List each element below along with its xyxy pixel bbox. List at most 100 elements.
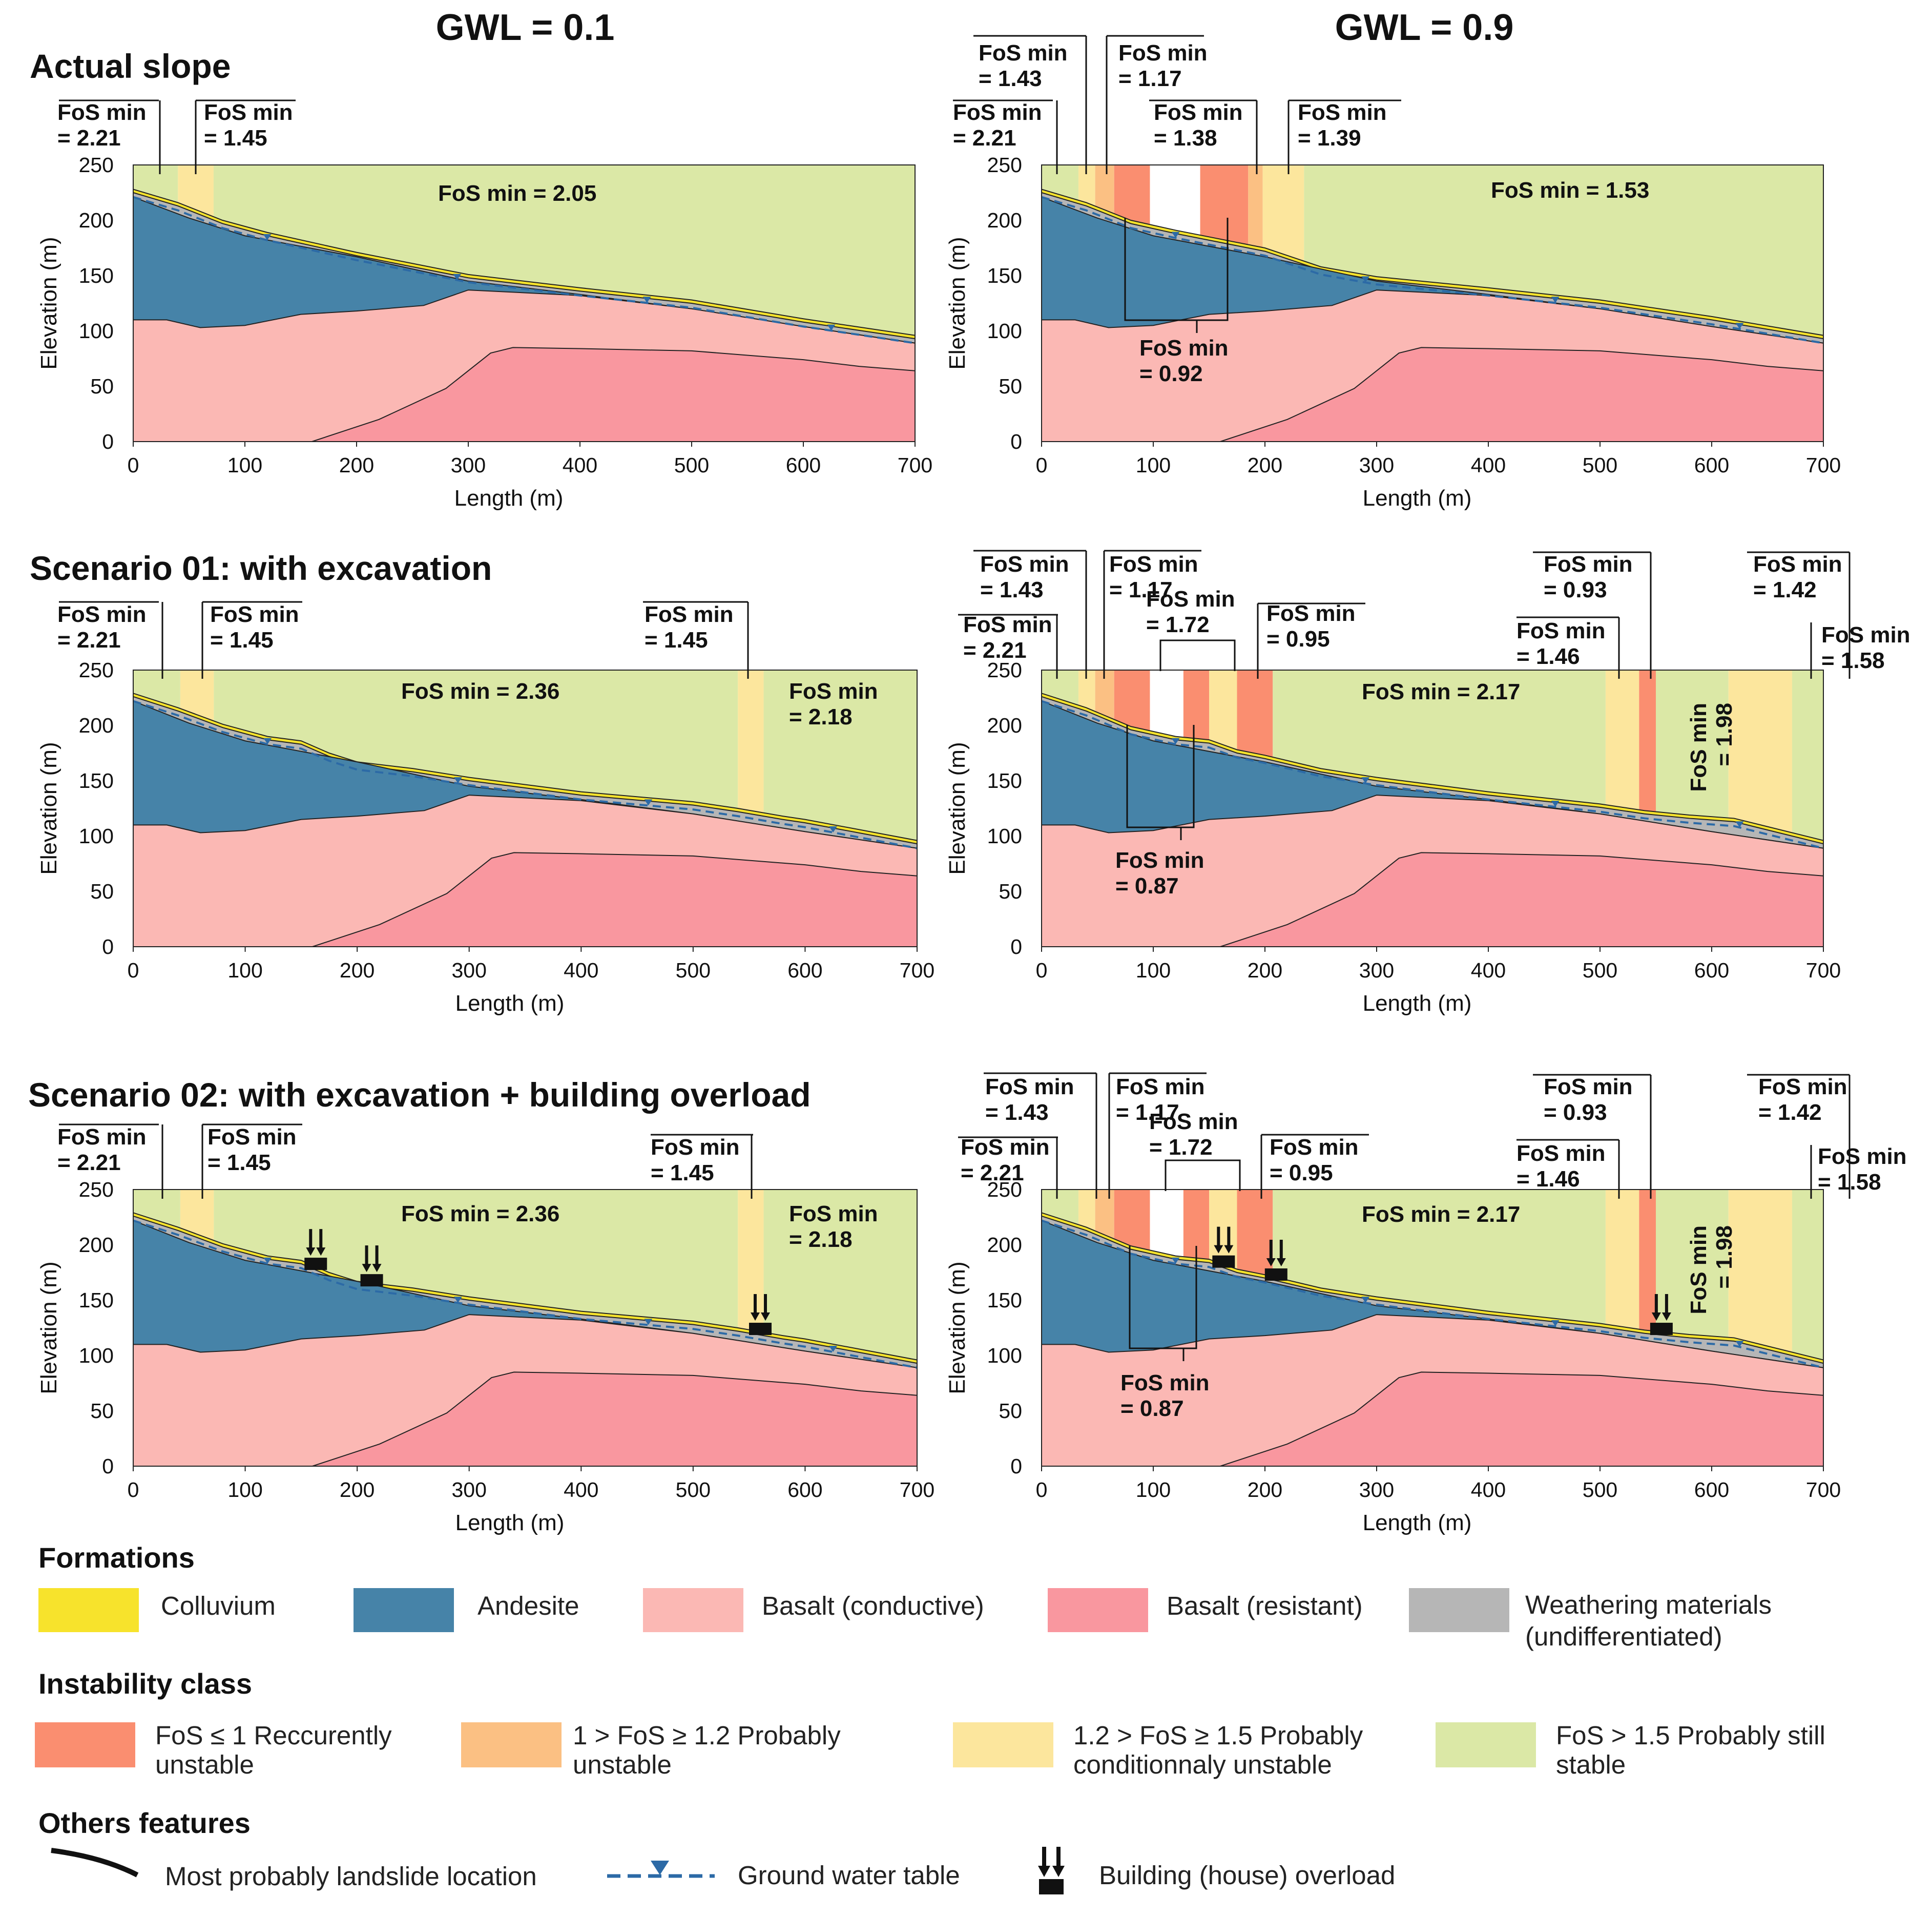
fos-annotation: FoS min= 1.38	[1149, 99, 1258, 174]
y-tick-label: 50	[90, 1399, 114, 1423]
fos-value: = 0.87	[1115, 873, 1179, 899]
fos-annotation: FoS min= 2.21	[958, 612, 1058, 679]
y-tick-label: 0	[102, 430, 114, 453]
legend-swatch-colluvium	[38, 1588, 139, 1632]
water-table-marker	[1735, 1341, 1744, 1347]
fos-value: = 2.21	[963, 638, 1027, 663]
fos-label: FoS min = 2.36	[401, 1201, 559, 1226]
x-tick-label: 0	[1036, 453, 1048, 477]
fos-annotation: FoS min= 1.39	[1287, 99, 1401, 174]
y-tick-label: 0	[1010, 935, 1022, 958]
legend-swatch-fos-12-15	[953, 1722, 1053, 1767]
y-axis-label: Elevation (m)	[945, 237, 970, 369]
legend-label-andesite: Andesite	[477, 1591, 579, 1620]
chart-panel-4: 0 100 200 300 400 500 600 700 0 50 100 150 200 250 Len…	[945, 658, 1841, 1016]
legend-label-fos-le1-2: unstable	[155, 1750, 254, 1779]
building-overload-icon	[749, 1294, 772, 1336]
water-table-marker	[1171, 738, 1180, 744]
water-table-marker	[829, 826, 838, 832]
fos-value: = 2.18	[789, 1227, 853, 1252]
fos-label: FoS min	[1298, 100, 1387, 125]
water-table-marker	[1361, 1297, 1370, 1303]
y-tick-label: 150	[987, 1288, 1022, 1312]
x-tick-label: 300	[451, 453, 486, 477]
water-table-marker	[263, 738, 272, 744]
x-tick-label: 200	[1248, 1478, 1282, 1502]
y-tick-label: 150	[987, 769, 1022, 793]
landslide-arc-icon	[51, 1848, 139, 1878]
fos-annotation: FoS min = 2.36	[401, 679, 559, 704]
fos-value: = 1.98	[1712, 1225, 1737, 1289]
water-table-marker	[644, 1319, 653, 1325]
fos-value: = 0.93	[1544, 1100, 1607, 1125]
x-tick-label: 500	[1583, 958, 1617, 982]
x-tick-label: 700	[1806, 1478, 1841, 1502]
fos-annotation: FoS min= 1.58	[1810, 622, 1910, 679]
y-tick-label: 50	[999, 1399, 1022, 1423]
water-table-marker	[644, 799, 653, 806]
x-tick-label: 600	[1694, 1478, 1729, 1502]
y-tick-label: 100	[79, 1344, 114, 1367]
x-tick-label: 500	[674, 453, 709, 477]
fos-value: = 0.92	[1139, 361, 1203, 386]
fos-label: FoS min	[789, 1201, 878, 1226]
water-table-marker	[1735, 323, 1744, 329]
legend-label-weathering-2: (undifferentiated)	[1525, 1622, 1722, 1651]
x-tick-label: 300	[452, 958, 487, 982]
x-tick-label: 300	[452, 1478, 487, 1502]
y-tick-label: 250	[79, 153, 114, 177]
fos-annotation: FoS min= 1.43	[984, 1072, 1097, 1199]
fos-label: FoS min = 2.17	[1362, 679, 1520, 704]
y-tick-label: 0	[102, 1454, 114, 1478]
fos-annotation: FoS min = 2.05	[438, 181, 596, 206]
x-tick-label: 0	[128, 958, 139, 982]
fos-value: = 2.21	[57, 1150, 121, 1175]
fos-value: = 1.46	[1516, 1166, 1580, 1192]
water-table-marker	[453, 1297, 462, 1303]
y-tick-label: 200	[987, 714, 1022, 737]
fos-annotation: FoS min = 2.17	[1362, 679, 1520, 704]
water-table-marker	[453, 777, 462, 784]
fos-label: FoS min	[1118, 40, 1208, 66]
fos-annotation: FoS min = 2.17	[1362, 1202, 1520, 1227]
building-overload-icon	[1264, 1239, 1287, 1281]
plot-frame	[133, 670, 918, 947]
row-title-scenario-01: Scenario 01: with excavation	[30, 549, 492, 587]
fos-label: FoS min	[1146, 587, 1235, 612]
fos-annotation: FoS min= 1.43	[973, 35, 1087, 174]
chart-panel-6: 0 100 200 300 400 500 600 700 0 50 100 150 200 250 Len…	[945, 1178, 1841, 1535]
fos-label: FoS min	[1818, 1144, 1907, 1169]
fos-label: FoS min	[1266, 601, 1356, 626]
fos-value: = 1.17	[1109, 577, 1173, 602]
legend-swatch-basalt-resistant	[1048, 1588, 1148, 1632]
water-table-marker	[1361, 777, 1370, 784]
water-table-marker	[1361, 276, 1370, 283]
fos-annotation: FoS min= 2.21	[57, 1123, 163, 1199]
water-table-marker	[1171, 232, 1180, 238]
plot-frame	[1041, 164, 1824, 442]
fos-label: FoS min	[57, 1124, 147, 1150]
fos-annotation: FoS min= 1.45	[651, 1134, 753, 1199]
building-overload-icon	[1212, 1226, 1235, 1268]
fos-label: FoS min = 2.17	[1362, 1202, 1520, 1227]
x-tick-label: 500	[676, 958, 711, 982]
x-tick-label: 300	[1359, 958, 1394, 982]
y-tick-label: 100	[79, 824, 114, 848]
fos-annotation: FoS min= 1.17	[1106, 35, 1208, 174]
fos-annotation: FoS min= 2.18	[789, 679, 878, 729]
fos-annotation: FoS min= 0.87	[1120, 1246, 1210, 1421]
fos-value: = 1.98	[1712, 703, 1737, 766]
y-tick-label: 200	[79, 714, 114, 737]
y-tick-label: 200	[987, 1233, 1022, 1257]
building-overload-icon	[304, 1229, 327, 1270]
x-tick-label: 400	[564, 1478, 598, 1502]
fos-label: FoS min	[1516, 1141, 1606, 1166]
fos-annotation: FoS min = 1.98	[1686, 1225, 1737, 1315]
y-axis-label: Elevation (m)	[945, 1261, 970, 1394]
fos-value: = 0.95	[1270, 1160, 1333, 1185]
fos-annotation: FoS min= 1.72	[1149, 1109, 1241, 1191]
x-tick-label: 500	[676, 1478, 711, 1502]
fos-value: = 2.18	[789, 704, 853, 729]
x-tick-label: 0	[1036, 1478, 1048, 1502]
x-tick-label: 100	[227, 453, 262, 477]
